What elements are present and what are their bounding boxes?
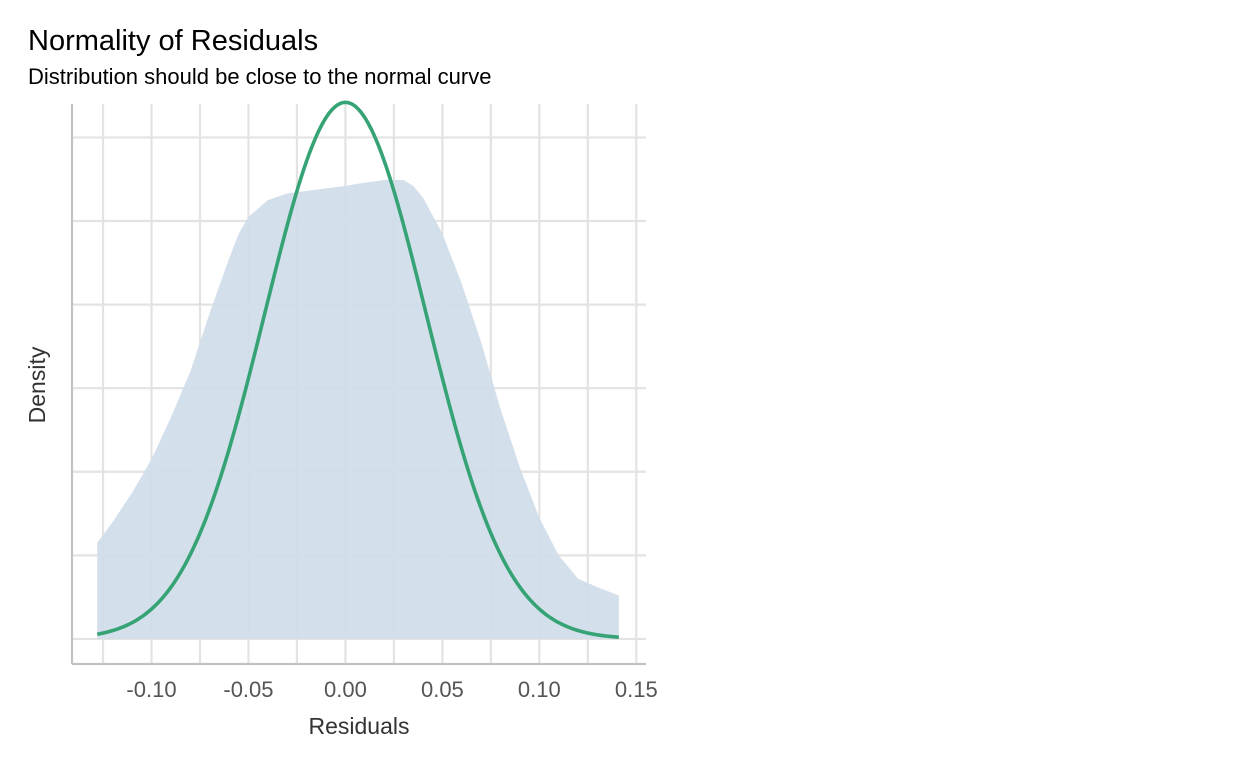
x-tick-label: -0.10 — [126, 677, 176, 702]
x-tick-label: -0.05 — [223, 677, 273, 702]
chart-title: Normality of Residuals — [28, 25, 318, 57]
density-area — [97, 180, 619, 639]
x-tick-label: 0.10 — [518, 677, 561, 702]
x-tick-label: 0.05 — [421, 677, 464, 702]
x-tick-labels: -0.10 -0.05 0.00 0.05 0.10 0.15 — [126, 677, 657, 702]
x-tick-label: 0.00 — [324, 677, 367, 702]
x-tick-label: 0.15 — [615, 677, 658, 702]
x-axis-label: Residuals — [309, 713, 410, 739]
normal-curve — [96, 100, 619, 640]
chart-subtitle: Distribution should be close to the norm… — [28, 64, 491, 89]
y-axis-label: Density — [24, 346, 50, 423]
